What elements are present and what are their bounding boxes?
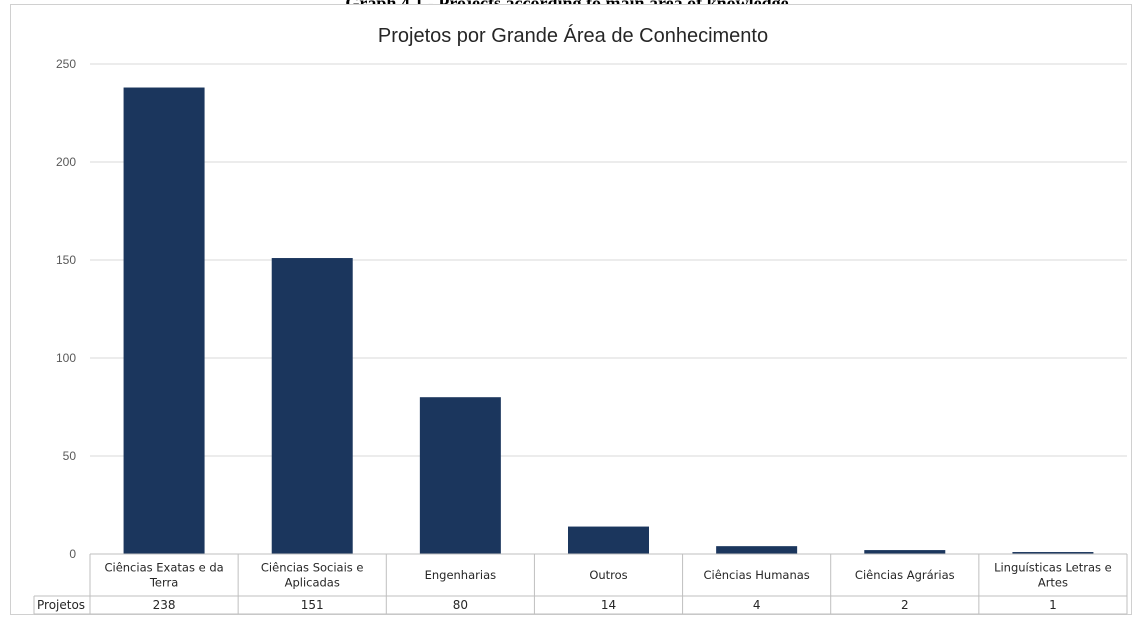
category-label: Aplicadas [285, 576, 340, 590]
bar [419, 397, 501, 554]
category-label: Ciências Agrárias [855, 568, 955, 582]
data-value-label: 80 [453, 598, 468, 612]
data-value-label: 2 [901, 598, 909, 612]
data-value-label: 1 [1049, 598, 1057, 612]
category-label: Ciências Exatas e da [104, 561, 223, 575]
data-value-label: 238 [153, 598, 176, 612]
category-label: Artes [1038, 576, 1068, 590]
y-tick-label: 50 [63, 449, 77, 463]
category-label: Engenharias [425, 568, 497, 582]
bar [123, 87, 205, 555]
bar [864, 550, 946, 554]
y-tick-label: 250 [56, 57, 76, 71]
bar [1012, 552, 1094, 554]
data-value-label: 14 [601, 598, 616, 612]
bar [716, 546, 798, 554]
y-tick-label: 0 [69, 547, 76, 561]
bar [568, 526, 649, 554]
chart-title: Projetos por Grande Área de Conhecimento [378, 24, 768, 47]
series-name-label: Projetos [37, 598, 85, 612]
category-label: Ciências Sociais e [261, 561, 364, 575]
category-label: Ciências Humanas [703, 568, 809, 582]
y-tick-label: 200 [56, 155, 76, 169]
bar [271, 258, 353, 554]
data-value-label: 4 [753, 598, 761, 612]
y-tick-label: 100 [56, 351, 76, 365]
data-value-label: 151 [301, 598, 324, 612]
category-label: Terra [149, 576, 178, 590]
category-label: Linguísticas Letras e [994, 561, 1112, 575]
category-label: Outros [589, 568, 627, 582]
y-tick-label: 150 [56, 253, 76, 267]
